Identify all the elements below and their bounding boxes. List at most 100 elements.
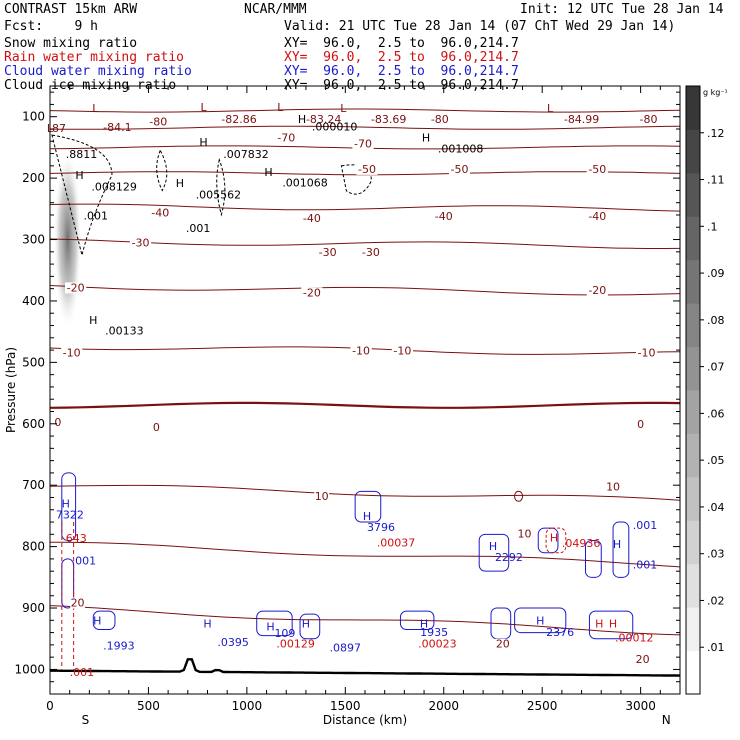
isotherm-label: 0 [153, 421, 160, 434]
colorbar-tick-label: .05 [707, 454, 725, 467]
isotherm-label-bg [301, 287, 323, 299]
isotherm-label: -40 [303, 212, 321, 225]
isotherm-label: 0 [637, 418, 644, 431]
y-tick-label: 100 [22, 110, 45, 124]
plot-frame [49, 85, 681, 695]
x-tick-label: 3000 [625, 699, 656, 713]
cloud-ice-value: .005562 [196, 189, 242, 202]
cloud-ice-value: .000010 [312, 121, 358, 134]
isotherm [49, 541, 681, 568]
cloud-water-high: H [613, 538, 621, 551]
cloud-water-contour [61, 558, 75, 609]
cloud-water-value: .1993 [103, 639, 135, 652]
isotherm-label-bg [636, 418, 645, 430]
cloud-water-high: H [302, 617, 310, 630]
isotherm-label-bg [586, 211, 608, 223]
isotherm [49, 605, 681, 636]
low-value-label: -83.69 [371, 113, 406, 126]
colorbar-tick-label: .11 [707, 174, 725, 187]
isotherm-label: -50 [451, 163, 469, 176]
cloud-ice-value: .8811 [66, 148, 98, 161]
colorbar-frame [685, 85, 701, 695]
isotherm-label-bg [517, 528, 532, 540]
cloud-ice-value: .001008 [438, 143, 484, 156]
rain-high: H [550, 531, 558, 544]
colorbar-tick-label: .07 [707, 361, 725, 374]
colorbar-segment [686, 390, 700, 434]
colorbar-tick-label: .03 [707, 548, 725, 561]
y-tick-label: 1000 [14, 662, 45, 676]
isotherm-label-bg [64, 282, 87, 294]
cloud-ice-value: .007832 [223, 148, 269, 161]
isotherm-label: 10 [606, 480, 620, 493]
rain-value: .00037 [377, 536, 416, 549]
rain-high: H [595, 617, 603, 630]
cloud-water-high: H [266, 620, 274, 633]
cloud-water-contour [514, 607, 567, 634]
x-axis-label: Distance (km) [323, 713, 407, 727]
isotherm-label-bg [70, 597, 85, 609]
y-tick-label: 600 [22, 417, 45, 431]
isotherm-label: -20 [588, 284, 606, 297]
colorbar-segment [686, 520, 700, 565]
cloud-water-value: .001 [72, 555, 97, 568]
isotherm-label: 10 [517, 528, 531, 541]
isotherm-label-bg [301, 213, 323, 225]
colorbar-tick-label: .04 [707, 501, 725, 514]
cloud-water-value: 3796 [367, 521, 395, 534]
isotherm-label: -30 [319, 246, 337, 259]
field-snow-xy: XY= 96.0, 2.5 to 96.0,214.7 [284, 36, 519, 51]
cloud-water-contour [399, 610, 435, 631]
cloud-water-value: 2292 [495, 551, 523, 564]
isotherm-label-bg [275, 132, 297, 144]
cloud-water-high: H [489, 540, 497, 553]
isotherm-label: -70 [277, 132, 295, 145]
model-name: CONTRAST 15km ARW [4, 2, 138, 17]
field-cloudwater-label: Cloud water mixing ratio [4, 64, 192, 79]
isotherm-label-bg [149, 207, 171, 219]
cloud-ice-value: .001 [186, 222, 211, 235]
low-value-label: -82.86 [221, 113, 256, 126]
colorbar-tick-label: .1 [707, 220, 718, 233]
isotherm-label-bg [147, 116, 169, 128]
y-tick-label: 300 [22, 233, 45, 247]
cloud-water-contour [61, 472, 77, 541]
cloud-ice-contour [216, 157, 226, 217]
high-marker: H [75, 169, 83, 182]
x-tick-label: 0 [46, 699, 54, 713]
colorbar-segment [686, 476, 700, 521]
cloud-water-high: H [93, 614, 101, 627]
colorbar-tick-label: .08 [707, 314, 725, 327]
isotherm-label: -80 [431, 113, 449, 126]
isotherm-label: -80 [149, 116, 167, 129]
rain-value: .001 [70, 666, 95, 679]
isotherm-label-bg [391, 345, 414, 357]
x-tick-label: 2000 [428, 699, 459, 713]
isotherm-label: -20 [67, 281, 85, 294]
x-tick-label: 1000 [232, 699, 263, 713]
y-tick-label: 700 [22, 478, 45, 492]
isotherm-label: -10 [63, 347, 81, 360]
isotherm-label: -80 [640, 113, 658, 126]
cloud-water-contour [585, 539, 602, 578]
rain-value: .00129 [276, 638, 315, 651]
y-tick-label: 800 [22, 540, 45, 554]
low-value-label: -84.99 [564, 113, 599, 126]
rain-value: 643 [66, 532, 87, 545]
init-time: Init: 12 UTC Tue 28 Jan 14 [520, 2, 724, 17]
surface-terrain-line [50, 658, 681, 677]
isotherm-label: -70 [354, 138, 372, 151]
cloud-water-value: 2376 [546, 626, 574, 639]
isotherm-label: -40 [435, 210, 453, 223]
colorbar-tick-label: .01 [707, 641, 725, 654]
isotherm-label-bg [448, 163, 471, 175]
y-tick-label: 200 [22, 171, 45, 185]
colorbar-segment [686, 346, 700, 391]
isotherm [49, 125, 681, 130]
isotherm-label: -20 [303, 286, 321, 299]
isotherm-label-bg [637, 114, 660, 126]
colorbar-segment [686, 172, 700, 217]
isotherm-label-bg [605, 481, 621, 493]
colorbar-unit: g kg⁻¹ [703, 88, 728, 97]
